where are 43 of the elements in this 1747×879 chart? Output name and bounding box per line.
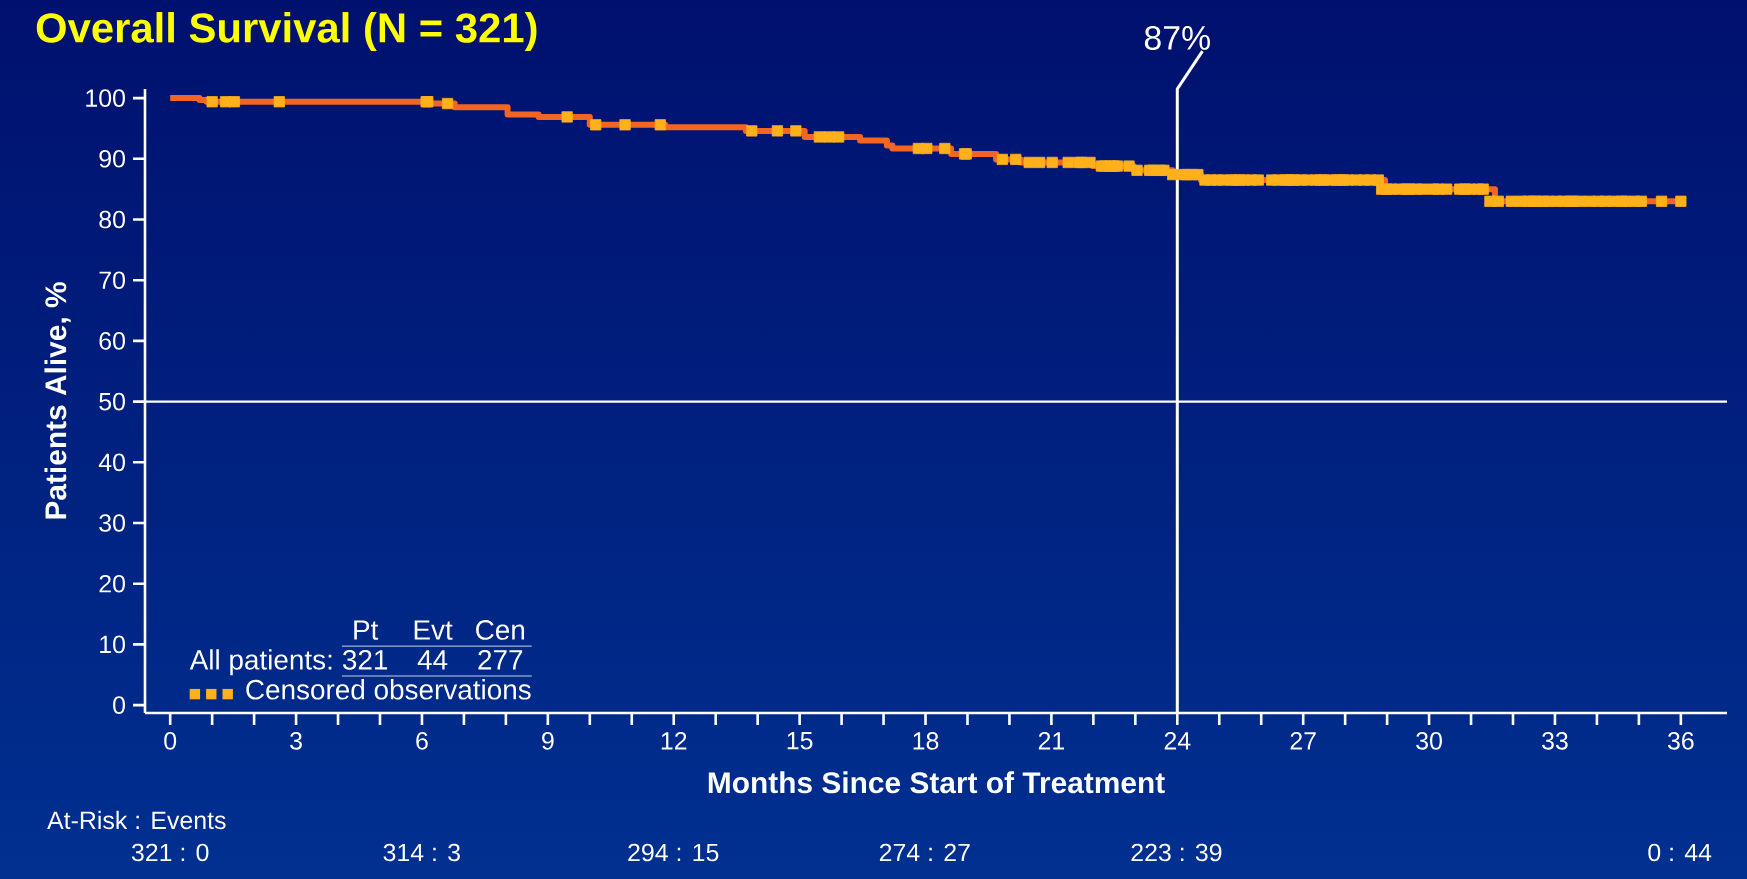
x-tick-label: 15: [787, 732, 813, 750]
x-tick-label: 6: [416, 732, 428, 750]
text: At-Risk : Events: [47, 810, 226, 830]
annotation: Cen: [476, 620, 525, 640]
x-tick-label: 9: [542, 732, 554, 750]
x-tick-label: 12: [661, 732, 687, 750]
y-tick-label: 40: [98, 453, 125, 472]
legend-label: Censored observations: [246, 679, 531, 700]
x-tick-label: 33: [1542, 732, 1568, 750]
text: 223 : 39: [1131, 843, 1222, 862]
x-tick-label: 18: [913, 732, 939, 750]
text: 314 : 3: [383, 843, 460, 862]
y-tick-label: 50: [99, 392, 125, 411]
y-tick-label: 20: [99, 574, 125, 593]
x-tick-label: 21: [1038, 732, 1065, 750]
annotation: Evt: [414, 620, 453, 640]
x-tick-label: 3: [290, 732, 302, 750]
annotation: All patients:: [189, 649, 332, 676]
x-tick-label: 30: [1416, 732, 1442, 750]
x-axis-title: Months Since Start of Treatment: [708, 771, 1165, 794]
y-tick-label: 90: [99, 150, 125, 168]
text: 87%: [1144, 25, 1210, 50]
text: 0 : 44: [1648, 843, 1712, 862]
x-tick-label: 27: [1290, 732, 1316, 750]
x-tick-label: 0: [164, 732, 177, 750]
y-tick-label: 70: [99, 271, 125, 290]
y-tick-label: 60: [99, 332, 125, 350]
annotation: Pt: [354, 620, 379, 640]
x-tick-label: 36: [1667, 732, 1694, 750]
y-tick-label: 30: [99, 514, 125, 532]
annotation: 44: [417, 650, 448, 670]
y-tick-label: 10: [100, 635, 125, 654]
y-tick-label: 0: [113, 696, 125, 714]
text: 274 : 27: [879, 843, 970, 861]
annotation: 321: [342, 649, 388, 670]
annotation: 277: [478, 649, 523, 670]
y-tick-label: 100: [86, 89, 125, 107]
chart-title: Overall Survival (N = 321): [36, 12, 537, 52]
text: 321 : 0: [131, 843, 209, 862]
y-axis-title: Patients Alive, %: [44, 282, 71, 519]
text: 294 : 15: [628, 843, 719, 862]
x-tick-label: 24: [1164, 732, 1191, 750]
y-tick-label: 80: [99, 210, 125, 229]
